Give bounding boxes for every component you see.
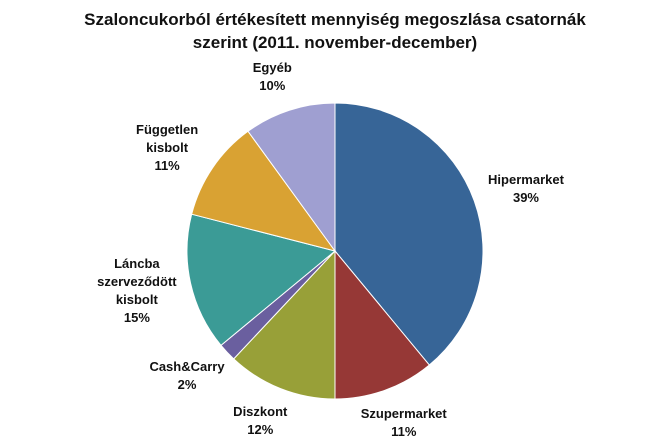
value-label: 10% <box>259 77 286 93</box>
value-label: 15% <box>123 309 150 325</box>
pie-slice <box>334 249 431 400</box>
category-label: Egyéb <box>252 59 292 75</box>
slice-label: Szupermarket 11% <box>361 405 447 438</box>
category-label: Cash&Carry <box>149 359 225 375</box>
slice-label: Láncba szerveződött kisbolt 15% <box>87 255 187 327</box>
pie-slice <box>232 249 336 400</box>
pie-slice <box>186 213 337 347</box>
pie-slice <box>191 130 337 252</box>
category-label: Láncba szerveződött kisbolt <box>97 255 177 307</box>
value-label: 11% <box>391 424 417 438</box>
slice-label: Cash&Carry 2% <box>149 358 224 394</box>
value-label: 12% <box>247 422 274 438</box>
value-label: 39% <box>512 190 539 205</box>
category-label: Diszkont <box>233 404 288 420</box>
category-label: Hipermarket <box>488 172 564 187</box>
slice-label: Diszkont 12% <box>233 403 287 438</box>
pie-slice <box>334 102 484 366</box>
chart-title: Szaloncukorból értékesített mennyiség me… <box>84 10 586 52</box>
value-label: 2% <box>177 377 197 393</box>
slice-label: Független kisbolt 11% <box>117 121 217 175</box>
category-label: Független kisbolt <box>136 122 199 156</box>
value-label: 11% <box>154 158 180 174</box>
slice-label: Hipermarket 39% <box>488 171 564 207</box>
slice-label: Egyéb 10% <box>253 59 292 95</box>
pie-slice <box>247 102 336 253</box>
category-label: Szupermarket <box>360 406 447 422</box>
